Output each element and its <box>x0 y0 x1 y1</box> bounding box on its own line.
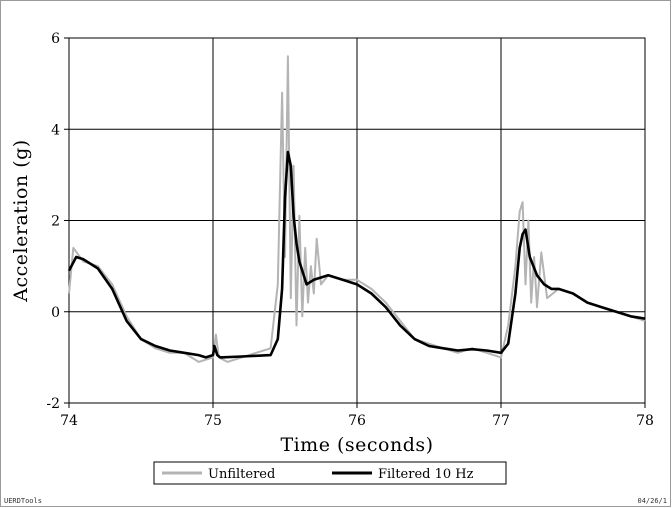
x-tick-label: 74 <box>60 413 78 429</box>
series-line-filtered <box>67 150 646 359</box>
series-line-unfiltered <box>68 55 646 363</box>
legend: Unfiltered Filtered 10 Hz <box>153 461 507 485</box>
x-axis-title: Time (seconds) <box>280 434 433 456</box>
series-layer <box>67 55 646 363</box>
legend-box <box>153 461 507 485</box>
y-tick-label: 6 <box>51 31 60 47</box>
legend-label-unfiltered: Unfiltered <box>208 467 275 482</box>
x-tick-label: 78 <box>636 413 654 429</box>
x-tick-label: 75 <box>204 413 222 429</box>
y-axis-title: Acceleration (g) <box>10 139 32 302</box>
tick-labels: 74 75 76 77 78 -2 0 2 4 6 <box>46 31 654 429</box>
footer-right-text: 04/26/1 <box>637 497 667 505</box>
legend-label-filtered: Filtered 10 Hz <box>378 467 474 482</box>
y-tick-label: -2 <box>46 396 60 412</box>
y-tick-label: 4 <box>51 122 60 138</box>
y-tick-label: 0 <box>51 305 60 321</box>
plot-area-border <box>68 37 646 404</box>
x-tick-label: 77 <box>492 413 510 429</box>
x-tick-label: 76 <box>348 413 366 429</box>
footer-left-text: UERDTools <box>4 497 42 505</box>
y-tick-label: 2 <box>51 214 60 230</box>
grid-lines <box>64 37 646 408</box>
